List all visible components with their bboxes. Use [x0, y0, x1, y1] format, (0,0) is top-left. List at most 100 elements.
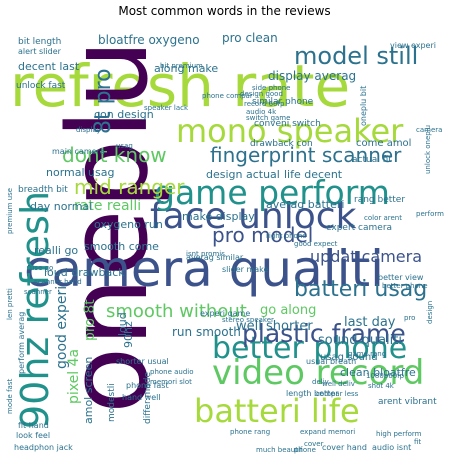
word-much-beautif: much beautif	[256, 446, 303, 454]
word-conveni-switch: conveni switch	[254, 119, 321, 129]
word-phone-compar: phone compar	[202, 92, 253, 100]
word-len-pretti: len pretti	[6, 288, 14, 320]
word-side-phone: side phone	[252, 84, 290, 92]
word-batteri-life: batteri life	[194, 392, 360, 430]
word-game-perform: game perform	[154, 173, 390, 212]
word-stereo-speaker: stereo speaker	[222, 316, 274, 324]
word-averag-similar: averag similar	[186, 253, 244, 262]
word-deliv: deliv	[312, 378, 329, 386]
word-design-actual: design actual	[206, 168, 280, 181]
word-drawback-con: drawback con	[250, 139, 313, 149]
word-go-along: go along	[260, 303, 316, 318]
word-loud-drawback: loud drawback	[44, 266, 125, 279]
word-mono-speaker: mono speaker	[176, 112, 404, 150]
word-batteri-usag: batteri usag	[294, 277, 427, 302]
word-scanner: scanner	[24, 288, 52, 296]
word-view-experi: view experi	[390, 41, 436, 50]
word-smooth-come: smooth come	[84, 240, 159, 253]
word-display: display	[76, 126, 101, 134]
word-camera-qualiti: camera qualiti	[24, 240, 384, 298]
word-averag-batteri: averag batteri	[266, 198, 344, 211]
word-updat-camera: updat camera	[310, 247, 422, 266]
word-expand-memori: expand memori	[300, 428, 355, 436]
word-face-unlock: face unlock	[150, 196, 357, 237]
word-shot-4k: shot 4k	[368, 382, 395, 390]
word-shorter-usual: shorter usual	[116, 357, 169, 366]
word-refresh-rate: refresh rate	[10, 52, 350, 120]
word-well-deliv: well deliv	[322, 380, 355, 388]
word-phone-rang: phone rang	[230, 428, 270, 436]
word-better-phone: better phone	[212, 331, 407, 366]
word-loud: loud	[116, 312, 129, 336]
word-phone: phone	[294, 446, 316, 454]
word-use-go: use go	[30, 264, 53, 272]
word-pro-model: pro model	[212, 223, 313, 247]
word-better-view: better view	[378, 273, 424, 282]
word-audio-isnt: audio isnt	[372, 443, 411, 452]
word-last-day: last day	[344, 315, 396, 330]
word-rate-realli: rate realli	[74, 198, 141, 214]
word-day-normal: day normal	[30, 200, 92, 213]
word-mode-fast: mode fast	[6, 379, 14, 414]
word-design: design	[426, 301, 434, 324]
word-switch-game: switch game	[246, 114, 290, 122]
word-cover: cover	[304, 440, 324, 448]
word-game-rang: game rang	[348, 350, 386, 358]
chart-title: Most common words in the reviews	[118, 4, 331, 18]
word-right-phone: right phone	[266, 232, 307, 240]
word-headphon-jack: headphon jack	[14, 443, 73, 452]
word-usag: usag	[116, 142, 133, 150]
word-pixel-4a: pixel 4a	[66, 349, 82, 404]
word-well-shorter: well shorter	[236, 319, 313, 334]
word-memori-slot: memori slot	[150, 378, 192, 386]
word-come-amol: come amol	[356, 138, 411, 149]
word-phone-audio: phone audio	[150, 368, 194, 376]
word-run-smooth: run smooth	[172, 325, 241, 339]
word-arent-vibrant: arent vibrant	[378, 397, 437, 407]
word-life-decent: life decent	[284, 168, 343, 181]
word-color-arent: color arent	[364, 214, 402, 222]
word-better-phone: better phone	[382, 282, 428, 290]
word-pro-8t: pro 8t	[82, 299, 98, 341]
word-look-feel: look feel	[16, 431, 50, 440]
word-unlock-fast: unlock fast	[16, 81, 66, 91]
word-fit: fit	[414, 438, 421, 446]
word-bloatfre-oxygeno: bloatfre oxygeno	[98, 33, 200, 47]
word-actual-fit: actual fit	[352, 155, 392, 165]
word-camera: camera	[416, 126, 442, 134]
word-dont-know: dont know	[62, 143, 167, 167]
word-model-still: model still	[294, 42, 418, 70]
word-sound-qualiti: sound qualiti	[318, 333, 402, 348]
word-compar-less: compar less	[316, 390, 359, 398]
word-90hz-refresh: 90hz refresh	[13, 191, 57, 429]
word-speaker-lack: speaker lack	[144, 104, 189, 112]
word-slider-make: slider make	[222, 265, 268, 274]
word-scanner-hand: scanner hand	[34, 278, 82, 286]
word-normal-usag: normal usag	[46, 166, 114, 179]
word-1080p60fp: 1080p60fp	[366, 372, 405, 380]
word-pro-clean: pro clean	[222, 31, 278, 45]
word-differ-mode: differ mode	[143, 372, 153, 424]
word-usual-breath: usual breath	[306, 357, 356, 366]
word-breadth-bit: breadth bit	[18, 185, 68, 195]
word-clean-bloatfre: clean bloatfre	[340, 366, 416, 379]
word-design-good: design good	[240, 90, 283, 98]
word-mid-ranger: mid ranger	[74, 175, 185, 199]
word-high-perform: high perform	[376, 430, 422, 438]
word-pro: pro	[404, 314, 415, 322]
word-video-record: video record	[212, 353, 424, 393]
word-unlock-oneplu: unlock oneplu	[424, 125, 432, 174]
word-cover-hand: cover hand	[322, 443, 367, 452]
word-make-display: make display	[182, 210, 255, 223]
word-record-60fp: record 60fp	[244, 100, 285, 108]
word-similar-phone: similar phone	[252, 97, 314, 107]
word-bit-length: bit length	[18, 37, 61, 47]
word-audio-4k: audio 4k	[246, 108, 277, 116]
word-expert-camera: expert camera	[326, 223, 392, 233]
word-fingerprint-scanner: fingerprint scanner	[210, 143, 402, 167]
word-plastic-frame: plastic frame	[242, 319, 406, 348]
word-premium-use: premium use	[6, 188, 14, 234]
word-isnt-promis: isnt promis	[186, 250, 225, 258]
word-realli-go: realli go	[34, 244, 78, 257]
word-8t-pro: 8t pro	[91, 68, 116, 134]
